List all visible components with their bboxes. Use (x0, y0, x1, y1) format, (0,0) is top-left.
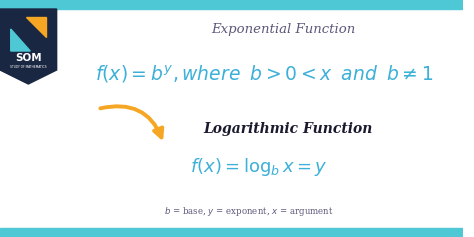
Text: $f(x) = b^y, where \;\; b > 0 < x \;\; and \;\; b \neq 1$: $f(x) = b^y, where \;\; b > 0 < x \;\; a… (94, 63, 433, 85)
Polygon shape (11, 29, 30, 51)
Text: $f(x) = \log_b x = y$: $f(x) = \log_b x = y$ (190, 156, 328, 178)
FancyArrowPatch shape (100, 106, 162, 137)
Bar (0, 0, 463, 9)
Text: Exponential Function: Exponential Function (211, 23, 356, 36)
Polygon shape (0, 9, 57, 84)
Text: Logarithmic Function: Logarithmic Function (203, 122, 373, 136)
Text: STUDY OF MATHEMATICS: STUDY OF MATHEMATICS (10, 65, 46, 69)
Polygon shape (27, 17, 46, 37)
Text: $b$ = base, $y$ = exponent, $x$ = argument: $b$ = base, $y$ = exponent, $x$ = argume… (164, 205, 334, 218)
Text: SOM: SOM (15, 53, 42, 63)
Bar (0, 228, 463, 237)
